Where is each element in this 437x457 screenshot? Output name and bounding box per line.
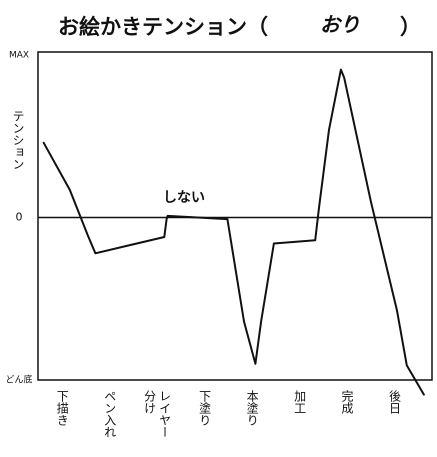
plot-frame (37, 51, 433, 381)
x-tick-label: 後日 (387, 390, 402, 414)
y-tick-label: 0 (16, 211, 23, 224)
y-axis-label: テンション (11, 110, 25, 170)
x-tick-label: ペン入れ (102, 390, 117, 438)
y-tick-label: どん底 (5, 374, 32, 386)
title-end: ） (400, 15, 421, 39)
x-tick-label: レイヤー分け (142, 390, 172, 438)
x-tick-label: 下描き (55, 390, 70, 426)
x-tick-label: 加工 (292, 390, 307, 414)
x-tick-label: 下塗り (197, 390, 212, 426)
chart-title: お絵かきテンション（ (58, 15, 268, 39)
line (42, 68, 425, 396)
x-tick-label: 完成 (340, 390, 355, 414)
title-note: おり (320, 13, 360, 37)
y-tick-label: MAX (9, 51, 29, 61)
x-tick-label: 本塗り (245, 390, 260, 426)
annotation: しない (163, 190, 205, 206)
